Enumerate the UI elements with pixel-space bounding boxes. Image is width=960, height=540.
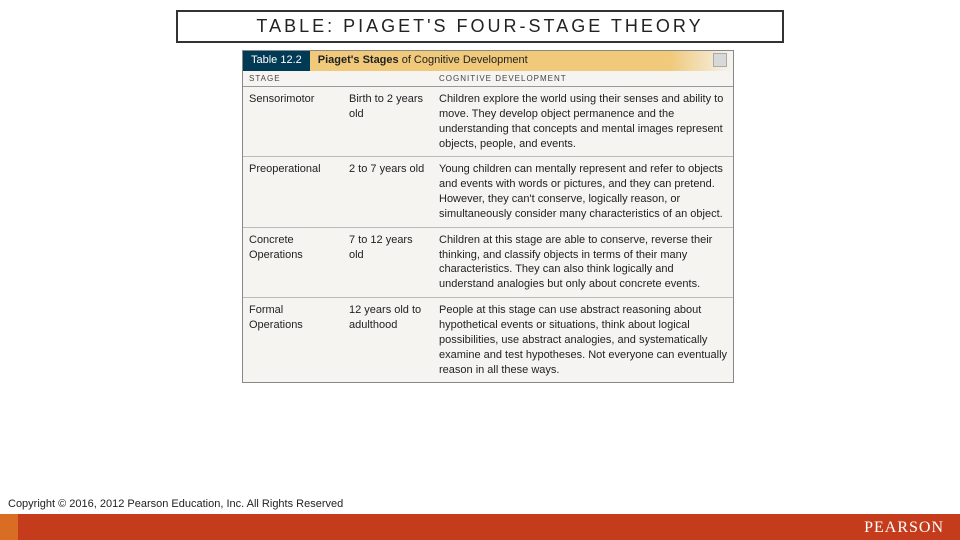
cell-stage: Formal Operations	[243, 298, 343, 382]
cell-dev: People at this stage can use abstract re…	[433, 298, 733, 382]
slide-title: TABLE: PIAGET'S FOUR-STAGE THEORY	[186, 16, 774, 37]
cell-age: 12 years old to adulthood	[343, 298, 433, 382]
brand-logo: PEARSON	[864, 519, 944, 537]
cell-age: 7 to 12 years old	[343, 228, 433, 297]
table-row: Sensorimotor Birth to 2 years old Childr…	[243, 87, 733, 157]
footer-accent	[0, 514, 18, 540]
expand-icon[interactable]	[713, 53, 727, 67]
header-stage: STAGE	[243, 71, 343, 86]
footer-bar	[0, 514, 960, 540]
cell-stage: Preoperational	[243, 157, 343, 226]
header-dev: COGNITIVE DEVELOPMENT	[433, 71, 733, 86]
table-row: Concrete Operations 7 to 12 years old Ch…	[243, 228, 733, 298]
cell-stage: Sensorimotor	[243, 87, 343, 156]
table-title-rest: of Cognitive Development	[399, 54, 528, 66]
copyright-text: Copyright © 2016, 2012 Pearson Education…	[8, 498, 343, 510]
table-headers: STAGE COGNITIVE DEVELOPMENT	[243, 71, 733, 87]
table-number: Table 12.2	[243, 51, 310, 71]
cell-dev: Young children can mentally represent an…	[433, 157, 733, 226]
slide-title-box: TABLE: PIAGET'S FOUR-STAGE THEORY	[176, 10, 784, 43]
table-row: Formal Operations 12 years old to adulth…	[243, 298, 733, 382]
table-title-bold: Piaget's Stages	[318, 54, 399, 66]
table-title: Piaget's Stages of Cognitive Development	[310, 51, 733, 71]
table-row: Preoperational 2 to 7 years old Young ch…	[243, 157, 733, 227]
cell-stage: Concrete Operations	[243, 228, 343, 297]
cell-age: 2 to 7 years old	[343, 157, 433, 226]
header-age	[343, 71, 433, 86]
piaget-table: Table 12.2 Piaget's Stages of Cognitive …	[242, 50, 734, 383]
cell-dev: Children explore the world using their s…	[433, 87, 733, 156]
table-caption: Table 12.2 Piaget's Stages of Cognitive …	[243, 51, 733, 71]
cell-age: Birth to 2 years old	[343, 87, 433, 156]
cell-dev: Children at this stage are able to conse…	[433, 228, 733, 297]
